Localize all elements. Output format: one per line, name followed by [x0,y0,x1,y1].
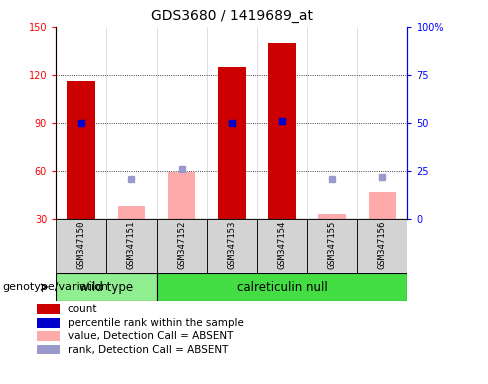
Text: count: count [68,304,97,314]
Title: GDS3680 / 1419689_at: GDS3680 / 1419689_at [151,9,313,23]
Bar [37,331,60,341]
Bar [37,305,60,314]
Text: value, Detection Call = ABSENT: value, Detection Call = ABSENT [68,331,233,341]
Bar [106,219,157,273]
Text: GSM347155: GSM347155 [327,220,337,269]
Bar [318,214,346,219]
Bar [67,81,95,219]
Text: GSM347156: GSM347156 [378,220,387,269]
Bar [168,172,195,219]
Text: calreticulin null: calreticulin null [237,281,327,293]
Text: genotype/variation: genotype/variation [2,282,108,292]
Text: GSM347152: GSM347152 [177,220,186,269]
Text: GSM347154: GSM347154 [278,220,286,269]
Bar [157,273,407,301]
Bar [207,219,257,273]
Text: GSM347153: GSM347153 [227,220,236,269]
Bar [118,206,145,219]
Bar [37,318,60,328]
Bar [368,192,396,219]
Bar [37,345,60,354]
Text: GSM347150: GSM347150 [77,220,86,269]
Bar [157,219,207,273]
Bar [257,219,307,273]
Text: rank, Detection Call = ABSENT: rank, Detection Call = ABSENT [68,344,228,354]
Text: GSM347151: GSM347151 [127,220,136,269]
Text: percentile rank within the sample: percentile rank within the sample [68,318,244,328]
Bar [268,43,296,219]
Bar [307,219,357,273]
Text: wild type: wild type [79,281,133,293]
Bar [56,273,157,301]
Bar [218,67,245,219]
Bar [56,219,106,273]
Bar [357,219,407,273]
